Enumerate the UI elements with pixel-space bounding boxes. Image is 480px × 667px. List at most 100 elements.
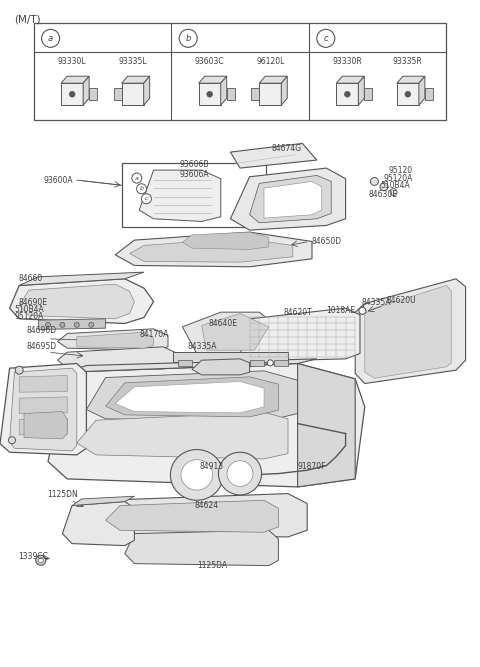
Polygon shape [10,279,154,323]
Bar [114,88,121,100]
Circle shape [9,437,15,444]
Circle shape [74,322,79,327]
Circle shape [132,173,142,183]
Circle shape [390,189,397,195]
Circle shape [207,91,213,97]
Text: 84695D: 84695D [26,342,57,352]
Polygon shape [230,168,346,230]
Bar [425,88,433,100]
Text: 84620T: 84620T [283,307,312,317]
Bar [121,83,144,105]
Circle shape [142,194,151,203]
Polygon shape [178,360,192,366]
Text: 96120L: 96120L [256,57,285,66]
Circle shape [36,556,46,565]
Polygon shape [230,143,317,168]
Polygon shape [77,332,154,348]
Bar [61,83,83,105]
Polygon shape [250,175,331,223]
Polygon shape [144,76,150,105]
Text: 95120: 95120 [389,166,413,175]
Text: 95120A: 95120A [14,311,44,321]
Bar [34,23,446,120]
Text: 93335R: 93335R [393,57,423,66]
Circle shape [60,322,65,327]
Polygon shape [192,359,250,375]
Text: 84650D: 84650D [311,237,341,246]
Text: 1125DN: 1125DN [47,490,78,500]
Text: 84170A: 84170A [139,330,168,340]
Polygon shape [365,285,451,378]
Bar [199,83,221,105]
Polygon shape [397,76,425,83]
Text: 84624: 84624 [194,501,218,510]
Polygon shape [86,371,298,422]
Polygon shape [61,76,89,83]
Polygon shape [58,347,178,369]
Circle shape [317,29,335,47]
Circle shape [42,29,60,47]
Text: 1125DA: 1125DA [197,561,227,570]
Polygon shape [202,313,269,350]
Polygon shape [24,412,67,439]
Text: 84335A: 84335A [187,342,216,352]
Polygon shape [264,181,322,218]
Polygon shape [173,352,288,362]
Polygon shape [19,397,67,414]
Bar [122,163,266,227]
Polygon shape [19,272,144,285]
Text: 510B4A: 510B4A [14,305,44,314]
Text: 84620U: 84620U [386,295,416,305]
Polygon shape [170,450,223,500]
Polygon shape [221,76,227,105]
Text: 84913: 84913 [199,462,223,472]
Circle shape [405,91,411,97]
Text: 93330R: 93330R [333,57,362,66]
Text: 84674G: 84674G [271,143,301,153]
Text: 1339CC: 1339CC [18,552,48,562]
Text: c: c [144,196,148,201]
Polygon shape [67,359,317,372]
Polygon shape [106,500,278,532]
Polygon shape [48,364,365,487]
Polygon shape [121,76,150,83]
Bar [89,88,97,100]
Polygon shape [227,461,253,486]
Polygon shape [240,308,360,362]
Text: (M/T): (M/T) [14,15,41,25]
Circle shape [371,177,378,185]
Text: 84660: 84660 [18,274,43,283]
Polygon shape [115,232,312,267]
Text: 91870F: 91870F [298,462,326,472]
Polygon shape [182,312,278,354]
Text: 93603C: 93603C [195,57,225,66]
Bar [397,83,419,105]
Circle shape [380,183,388,191]
Polygon shape [125,530,278,566]
Bar [227,88,235,100]
Polygon shape [281,76,287,105]
Circle shape [15,366,23,374]
Polygon shape [139,170,221,221]
Text: 93600A: 93600A [43,175,73,185]
Text: 510B4A: 510B4A [381,181,410,190]
Polygon shape [274,360,288,366]
Polygon shape [10,368,77,451]
Text: 95120A: 95120A [383,173,412,183]
Bar [364,88,372,100]
Polygon shape [0,364,86,455]
Text: 84640E: 84640E [209,319,238,328]
Circle shape [344,91,350,97]
Text: 84630E: 84630E [369,190,397,199]
Text: 1018AE: 1018AE [326,305,356,315]
Bar [336,83,359,105]
Text: 93606B
93606A: 93606B 93606A [180,159,210,179]
Circle shape [137,184,146,193]
Bar [251,88,259,100]
Text: 93335L: 93335L [119,57,147,66]
Text: b: b [140,186,144,191]
Polygon shape [72,496,134,506]
Text: c: c [324,34,328,43]
Polygon shape [298,364,355,487]
Polygon shape [250,360,264,366]
